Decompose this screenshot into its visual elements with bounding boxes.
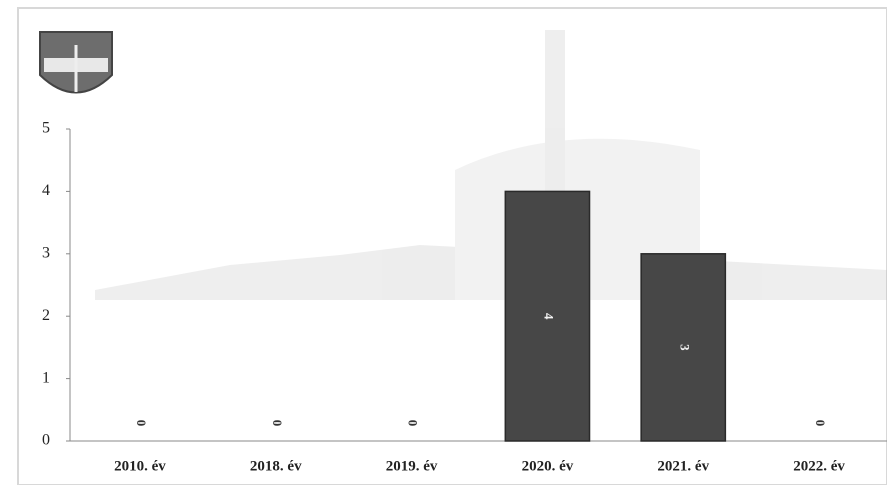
x-tick-label: 2021. év [657,458,709,474]
x-tick-label: 2018. év [250,458,302,474]
data-label: 0 [406,420,421,427]
frame [17,7,887,485]
data-label: 4 [541,313,556,320]
y-tick-label: 1 [42,369,50,386]
data-label: 3 [677,344,692,351]
data-label: 0 [813,420,828,427]
bar [640,253,727,442]
x-tick-label: 2019. év [386,458,438,474]
data-label: 0 [270,420,285,427]
y-tick-label: 2 [42,307,50,324]
y-tick-label: 0 [42,432,50,449]
y-tick-label: 3 [42,244,50,261]
x-tick-label: 2020. év [522,458,574,474]
data-label: 0 [134,420,149,427]
x-tick-label: 2022. év [793,458,845,474]
x-tick-label: 2010. év [114,458,166,474]
y-tick-label: 5 [42,120,50,137]
bar [504,190,591,442]
y-tick-label: 4 [42,182,50,199]
logo [39,31,113,94]
